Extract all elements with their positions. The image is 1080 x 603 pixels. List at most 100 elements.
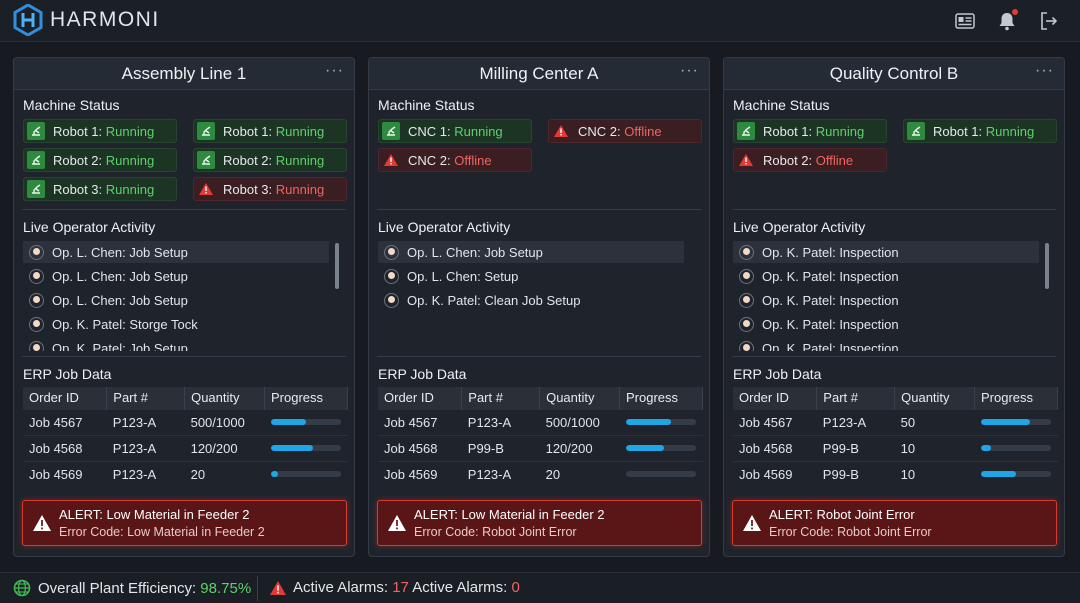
alert-error-code: Error Code: Robot Joint Error [769,525,932,539]
operator-activity-list[interactable]: Op. K. Patel: Inspection Op. K. Patel: In… [733,239,1049,351]
machine-status-chip[interactable]: CNC 2: Offline [548,119,702,143]
table-row[interactable]: Job 4568 P123-A 120/200 [23,434,348,461]
alarms-label-secondary: Active Alarms: [408,579,512,596]
machine-state: Running [275,123,325,139]
column-header[interactable]: Part # [106,387,186,409]
machine-status-title: Machine Status [23,97,120,113]
table-row[interactable]: Job 4568 P99-B 120/200 [378,434,703,461]
harmoni-logo-icon [13,4,43,36]
machine-status-chip[interactable]: Robot 3: Running [23,177,177,201]
activity-item[interactable]: Op. K. Patel: Storge Tock [23,313,329,335]
activity-item[interactable]: Op. L. Chen: Job Setup [23,289,329,311]
machine-status-chip[interactable]: Robot 2: Running [23,148,177,172]
machine-name: Robot 3: [223,181,276,197]
alarms-label: Active Alarms: [293,579,393,596]
progress-fill [980,471,1016,478]
robot-arm-icon [27,180,45,198]
activity-item[interactable]: Op. K. Patel: Inspection [733,289,1039,311]
machine-status-chip[interactable]: Robot 1: Running [23,119,177,143]
column-header[interactable]: Quantity [539,387,620,409]
quantity-cell: 10 [894,460,975,487]
part-cell: P123-A [816,408,895,435]
logout-icon[interactable] [1038,10,1060,32]
alert-error-code: Error Code: Robot Joint Error [414,525,577,539]
table-row[interactable]: Job 4567 P123-A 500/1000 [23,408,348,435]
machine-name: Robot 1: [933,123,986,139]
progress-fill [980,445,992,451]
operator-activity-title: Live Operator Activity [733,219,866,235]
machine-state: Offline [624,123,662,139]
column-header[interactable]: Order ID [378,387,463,409]
progress-bar [980,445,1051,451]
table-row[interactable]: Job 4568 P99-B 10 [733,434,1058,461]
column-header[interactable]: Progress [264,387,348,409]
activity-item[interactable]: Op. L. Chen: Job Setup [378,241,684,263]
part-cell: P99-B [816,460,895,487]
app-name: HARMONI [50,8,160,31]
progress-bar [980,419,1051,425]
alert-title: ALERT: Low Material in Feeder 2 [414,507,605,522]
activity-item[interactable]: Op. K. Patel: Clean Job Setup [378,289,684,311]
activity-item[interactable]: Op. L. Chen: Job Setup [23,241,329,263]
table-row[interactable]: Job 4567 P123-A 50 [733,408,1058,435]
part-cell: P99-B [816,434,895,461]
bell-icon[interactable] [996,9,1018,32]
activity-item[interactable]: Op. L. Chen: Job Setup [23,265,329,287]
machine-status-chip[interactable]: CNC 1: Running [378,119,532,143]
alert-error-code: Error Code: Low Material in Feeder 2 [59,525,265,539]
alert-banner[interactable]: ALERT: Low Material in Feeder 2 Error Cod… [22,500,347,546]
robot-arm-icon [737,122,755,140]
activity-item[interactable]: Op. K. Patel: Inspection [733,337,1039,351]
active-alarms[interactable]: Active Alarms: 17 Active Alarms: 0 [269,579,520,596]
column-header[interactable]: Order ID [23,387,108,409]
machine-status-chip[interactable]: CNC 2: Offline [378,148,532,172]
machine-status-chip[interactable]: Robot 2: Running [193,148,347,172]
quantity-cell: 20 [184,460,265,487]
panel-header: Assembly Line 1 ··· [14,58,354,90]
table-row[interactable]: Job 4569 P123-A 20 [23,460,348,487]
machine-status-chip[interactable]: Robot 2: Offline [733,148,887,172]
activity-item[interactable]: Op. L. Chen: Setup [378,265,684,287]
operator-activity-list[interactable]: Op. L. Chen: Job Setup Op. L. Chen: Setup… [378,239,694,351]
column-header[interactable]: Quantity [184,387,265,409]
machine-status-chip[interactable]: Robot 1: Running [193,119,347,143]
progress-fill [270,419,306,425]
avatar [739,340,754,351]
panel-menu-button[interactable]: ··· [680,62,699,79]
operator-activity-list[interactable]: Op. L. Chen: Job Setup Op. L. Chen: Job S… [23,239,339,351]
column-header[interactable]: Order ID [733,387,818,409]
table-row[interactable]: Job 4567 P123-A 500/1000 [378,408,703,435]
machine-name: Robot 1: [763,123,816,139]
panel-menu-button[interactable]: ··· [325,62,344,79]
activity-scrollbar[interactable] [1045,243,1049,289]
id-card-icon[interactable] [954,10,976,32]
activity-item[interactable]: Op. K. Patel: Inspection [733,313,1039,335]
machine-status-chip[interactable]: Robot 1: Running [733,119,887,143]
quantity-cell: 120/200 [539,434,620,461]
machine-state: Running [105,181,155,197]
column-header[interactable]: Quantity [894,387,976,409]
column-header[interactable]: Progress [974,387,1058,409]
panel-menu-button[interactable]: ··· [1035,62,1054,79]
table-row[interactable]: Job 4569 P123-A 20 [378,460,703,487]
activity-item[interactable]: Op. K. Patel: Inspection [733,265,1039,287]
column-header[interactable]: Progress [619,387,703,409]
machine-status-chip[interactable]: Robot 1: Running [903,119,1057,143]
column-header[interactable]: Part # [816,387,896,409]
app-logo[interactable]: HARMONI [12,4,160,36]
machine-state: Running [815,123,865,139]
machine-state: Offline [454,152,492,168]
alert-banner[interactable]: ALERT: Robot Joint Error Error Code: Robo… [732,500,1057,546]
column-header[interactable]: Part # [461,387,541,409]
activity-scrollbar[interactable] [335,243,339,289]
activity-item[interactable]: Op. K. Patel: Inspection [733,241,1039,263]
activity-item[interactable]: Op. K. Patel: Job Setup [23,337,329,351]
order-id-cell: Job 4568 [733,434,817,461]
table-row[interactable]: Job 4569 P99-B 10 [733,460,1058,487]
machine-state: Running [454,123,503,139]
alert-banner[interactable]: ALERT: Low Material in Feeder 2 Error Cod… [377,500,702,546]
activity-text: Op. K. Patel: Storge Tock [52,316,198,332]
machine-status-chip[interactable]: Robot 3: Running [193,177,347,201]
warning-icon [382,151,400,169]
section-divider [732,356,1056,357]
